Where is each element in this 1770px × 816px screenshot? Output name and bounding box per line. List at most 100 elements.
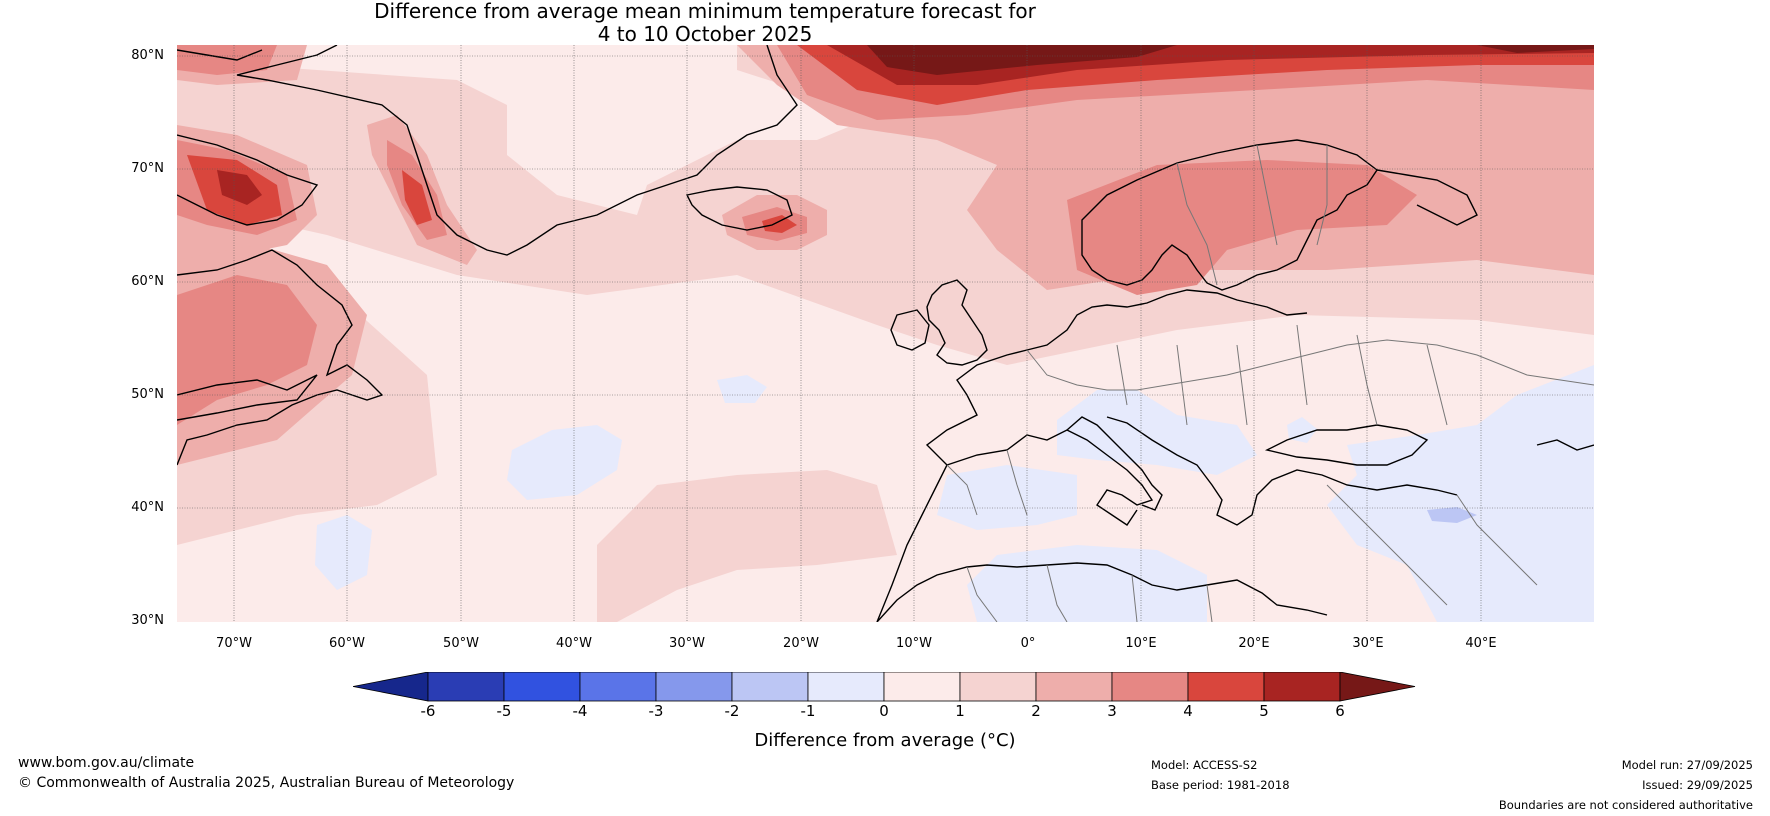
colorbar-tick-label: 3 [1107, 702, 1117, 720]
colorbar-tick-label: 6 [1335, 702, 1345, 720]
colorbar-extend-high [1339, 671, 1416, 702]
colorbar-segment [1187, 671, 1265, 702]
lat-label-30n: 30°N [131, 613, 164, 628]
lat-label-50n: 50°N [131, 387, 164, 402]
anomaly-field-neg-atlantic-2 [717, 375, 767, 403]
lon-label-20w: 20°W [783, 636, 819, 651]
issued-text: Issued: 29/09/2025 [1642, 778, 1753, 792]
colorbar-svg [352, 671, 1416, 702]
lon-label-50w: 50°W [443, 636, 479, 651]
colorbar-segment [1263, 671, 1341, 702]
coastline-caspian [1536, 439, 1594, 451]
colorbar-segment [1111, 671, 1189, 702]
graticule [177, 45, 1594, 622]
lon-label-10w: 10°W [896, 636, 932, 651]
colorbar-tick-label: 5 [1259, 702, 1269, 720]
disclaimer-text: Boundaries are not considered authoritat… [1498, 798, 1753, 812]
colorbar [352, 671, 1419, 706]
lon-label-70w: 70°W [216, 636, 252, 651]
lon-label-30e: 30°E [1352, 636, 1384, 651]
border-iberia [946, 449, 1028, 516]
model-run-text: Model run: 27/09/2025 [1621, 758, 1753, 772]
anomaly-field-3-4-scandinavia [1067, 160, 1417, 295]
anomaly-field-4-5-greenland [402, 170, 432, 225]
anomaly-field-5-6-canada [217, 170, 262, 205]
coastline-north-africa [876, 562, 1328, 622]
coastline-italy [1066, 416, 1163, 511]
colorbar-tick-label: 1 [955, 702, 965, 720]
country-borders [946, 144, 1594, 622]
website-link[interactable]: www.bom.gov.au/climate [18, 755, 195, 771]
anomaly-field-neg-east [1327, 365, 1594, 622]
title-line-1: Difference from average mean minimum tem… [374, 0, 1036, 23]
coastline-iceland [685, 186, 793, 231]
colorbar-segment [731, 671, 809, 702]
colorbar-segment [655, 671, 733, 702]
lat-label-40n: 40°N [131, 500, 164, 515]
copyright-text: © Commonwealth of Australia 2025, Austra… [18, 775, 515, 791]
colorbar-tick-label: -2 [724, 702, 740, 720]
coastline-great-britain [926, 279, 988, 366]
border-north-africa [966, 564, 1213, 622]
colorbar-segment [427, 671, 505, 702]
anomaly-field-neg-europe [1057, 390, 1257, 475]
colorbar-tick-label: -6 [420, 702, 436, 720]
lon-label-20e: 20°E [1238, 636, 1270, 651]
colorbar-segment [807, 671, 885, 702]
coastline-arctic-canada [177, 49, 263, 61]
base-period-text: Base period: 1981-2018 [1151, 778, 1290, 792]
anomaly-field-neg-atlantic-1 [507, 425, 622, 500]
colorbar-segment [883, 671, 961, 702]
coastline-nova-scotia [177, 374, 318, 421]
colorbar-segment [959, 671, 1037, 702]
border-central-europe [1026, 339, 1594, 391]
colorbar-tick-label: 2 [1031, 702, 1041, 720]
colorbar-segment [579, 671, 657, 702]
map-title: Difference from average mean minimum tem… [0, 0, 1410, 46]
border-middle-east [1326, 484, 1538, 606]
lat-label-70n: 70°N [131, 161, 164, 176]
forecast-map [177, 45, 1594, 622]
coastline-scandinavia [1081, 139, 1378, 291]
lon-label-40e: 40°E [1465, 636, 1497, 651]
colorbar-extend-low [352, 671, 429, 702]
lon-label-60w: 60°W [329, 636, 365, 651]
coastlines [177, 45, 1594, 622]
colorbar-tick-label: -1 [800, 702, 816, 720]
coastline-baffin [177, 134, 319, 226]
border-east-europe [1116, 324, 1448, 426]
map-svg [177, 45, 1594, 622]
lon-label-40w: 40°W [556, 636, 592, 651]
coastline-mediterranean-north [946, 429, 1154, 526]
coastline-balkans [1106, 416, 1458, 526]
anomaly-field-3-4-arctic-west [177, 45, 277, 75]
anomaly-field-6-plus-east [1477, 45, 1594, 53]
anomaly-field-6-plus [867, 45, 1177, 75]
colorbar-tick-label: 4 [1183, 702, 1193, 720]
anomaly-field-neg-iberia [937, 465, 1077, 530]
colorbar-segment [503, 671, 581, 702]
lon-label-10e: 10°E [1125, 636, 1157, 651]
coastline-greenland [236, 45, 798, 256]
model-text: Model: ACCESS-S2 [1151, 758, 1258, 772]
lon-label-30w: 30°W [669, 636, 705, 651]
lat-label-80n: 80°N [131, 48, 164, 63]
anomaly-field-neg-atlantic-3 [315, 515, 372, 590]
anomaly-field-3-4-labrador [177, 275, 317, 425]
colorbar-tick-label: -5 [496, 702, 512, 720]
lat-label-60n: 60°N [131, 274, 164, 289]
anomaly-field-4-5-iceland [762, 215, 797, 233]
anomaly-field-neg-balkans [1287, 417, 1317, 443]
colorbar-tick-label: -4 [572, 702, 588, 720]
colorbar-segment [1035, 671, 1113, 702]
border-scandinavia [1176, 144, 1328, 286]
coastline-black-sea [1264, 424, 1429, 466]
lon-label-0: 0° [1020, 636, 1036, 651]
coastline-ireland [890, 309, 930, 351]
title-line-2: 4 to 10 October 2025 [597, 22, 813, 46]
coastline-continental-europe [876, 289, 1308, 622]
coastline-labrador [177, 249, 384, 466]
colorbar-tick-label: 0 [879, 702, 889, 720]
colorbar-tick-label: -3 [648, 702, 664, 720]
colorbar-label: Difference from average (°C) [754, 730, 1016, 751]
